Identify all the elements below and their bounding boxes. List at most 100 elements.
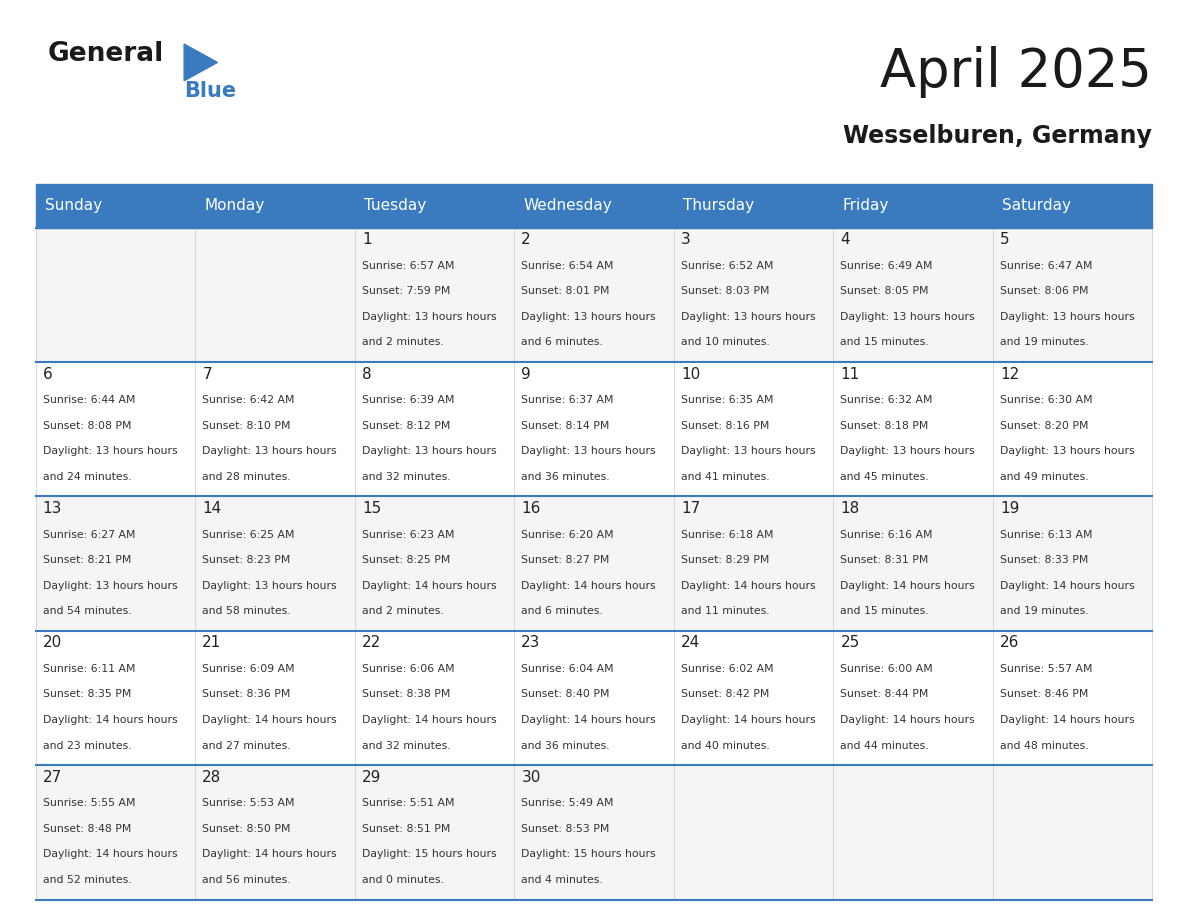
Text: and 6 minutes.: and 6 minutes.: [522, 606, 604, 616]
Text: Sunrise: 6:16 AM: Sunrise: 6:16 AM: [840, 530, 933, 540]
Text: and 10 minutes.: and 10 minutes.: [681, 337, 770, 347]
Text: 8: 8: [362, 366, 372, 382]
Text: Daylight: 14 hours hours: Daylight: 14 hours hours: [202, 715, 337, 725]
Text: Daylight: 13 hours hours: Daylight: 13 hours hours: [522, 446, 656, 456]
Text: and 0 minutes.: and 0 minutes.: [362, 875, 443, 885]
Text: Sunset: 8:33 PM: Sunset: 8:33 PM: [1000, 555, 1088, 565]
Text: Thursday: Thursday: [683, 198, 754, 213]
Text: and 48 minutes.: and 48 minutes.: [1000, 741, 1088, 751]
Text: Daylight: 13 hours hours: Daylight: 13 hours hours: [1000, 446, 1135, 456]
Text: and 24 minutes.: and 24 minutes.: [43, 472, 132, 482]
Text: 22: 22: [362, 635, 381, 651]
Text: and 19 minutes.: and 19 minutes.: [1000, 606, 1088, 616]
Text: Sunset: 8:44 PM: Sunset: 8:44 PM: [840, 689, 929, 700]
Text: Friday: Friday: [842, 198, 889, 213]
Text: Daylight: 13 hours hours: Daylight: 13 hours hours: [1000, 312, 1135, 322]
Text: Daylight: 13 hours hours: Daylight: 13 hours hours: [840, 446, 975, 456]
Text: Sunrise: 6:20 AM: Sunrise: 6:20 AM: [522, 530, 614, 540]
Text: and 27 minutes.: and 27 minutes.: [202, 741, 291, 751]
Text: General: General: [48, 41, 164, 67]
Text: 1: 1: [362, 232, 372, 247]
Text: Sunrise: 6:25 AM: Sunrise: 6:25 AM: [202, 530, 295, 540]
Text: Daylight: 14 hours hours: Daylight: 14 hours hours: [362, 580, 497, 590]
Text: Sunset: 8:16 PM: Sunset: 8:16 PM: [681, 420, 770, 431]
Text: Sunset: 8:40 PM: Sunset: 8:40 PM: [522, 689, 609, 700]
Text: 9: 9: [522, 366, 531, 382]
Text: and 15 minutes.: and 15 minutes.: [840, 337, 929, 347]
Text: 7: 7: [202, 366, 211, 382]
Text: Sunset: 8:42 PM: Sunset: 8:42 PM: [681, 689, 770, 700]
Text: Sunset: 8:06 PM: Sunset: 8:06 PM: [1000, 286, 1088, 297]
Text: Sunset: 8:05 PM: Sunset: 8:05 PM: [840, 286, 929, 297]
Text: and 32 minutes.: and 32 minutes.: [362, 472, 450, 482]
Text: and 6 minutes.: and 6 minutes.: [522, 337, 604, 347]
Text: Sunset: 8:21 PM: Sunset: 8:21 PM: [43, 555, 131, 565]
Text: Daylight: 14 hours hours: Daylight: 14 hours hours: [362, 715, 497, 725]
Bar: [36, 766, 1152, 900]
Text: Daylight: 13 hours hours: Daylight: 13 hours hours: [202, 580, 337, 590]
Text: 28: 28: [202, 770, 221, 785]
Text: Sunrise: 6:54 AM: Sunrise: 6:54 AM: [522, 261, 614, 271]
Text: Daylight: 13 hours hours: Daylight: 13 hours hours: [840, 312, 975, 322]
Text: Wesselburen, Germany: Wesselburen, Germany: [843, 124, 1152, 148]
Text: and 2 minutes.: and 2 minutes.: [362, 606, 443, 616]
Text: Daylight: 13 hours hours: Daylight: 13 hours hours: [362, 446, 497, 456]
Text: Sunset: 8:18 PM: Sunset: 8:18 PM: [840, 420, 929, 431]
Text: 5: 5: [1000, 232, 1010, 247]
Text: Sunrise: 6:04 AM: Sunrise: 6:04 AM: [522, 664, 614, 674]
Text: 17: 17: [681, 501, 700, 516]
Text: Sunrise: 6:18 AM: Sunrise: 6:18 AM: [681, 530, 773, 540]
Text: and 36 minutes.: and 36 minutes.: [522, 472, 609, 482]
Text: 20: 20: [43, 635, 62, 651]
Text: Daylight: 14 hours hours: Daylight: 14 hours hours: [840, 580, 975, 590]
Text: Sunrise: 5:55 AM: Sunrise: 5:55 AM: [43, 799, 135, 808]
Text: Daylight: 13 hours hours: Daylight: 13 hours hours: [43, 580, 177, 590]
Text: Blue: Blue: [184, 81, 236, 101]
Text: Sunrise: 5:57 AM: Sunrise: 5:57 AM: [1000, 664, 1093, 674]
Text: Sunrise: 6:30 AM: Sunrise: 6:30 AM: [1000, 395, 1093, 405]
Text: Daylight: 15 hours hours: Daylight: 15 hours hours: [522, 849, 656, 859]
Text: and 23 minutes.: and 23 minutes.: [43, 741, 132, 751]
Text: Sunset: 8:03 PM: Sunset: 8:03 PM: [681, 286, 770, 297]
Text: Daylight: 14 hours hours: Daylight: 14 hours hours: [43, 849, 177, 859]
Text: Daylight: 14 hours hours: Daylight: 14 hours hours: [1000, 580, 1135, 590]
Text: and 54 minutes.: and 54 minutes.: [43, 606, 132, 616]
Text: 25: 25: [840, 635, 860, 651]
Text: and 19 minutes.: and 19 minutes.: [1000, 337, 1088, 347]
Text: and 36 minutes.: and 36 minutes.: [522, 741, 609, 751]
Text: Sunset: 8:10 PM: Sunset: 8:10 PM: [202, 420, 291, 431]
Text: 23: 23: [522, 635, 541, 651]
Text: 4: 4: [840, 232, 851, 247]
Text: and 41 minutes.: and 41 minutes.: [681, 472, 770, 482]
Text: and 40 minutes.: and 40 minutes.: [681, 741, 770, 751]
Text: Sunset: 8:01 PM: Sunset: 8:01 PM: [522, 286, 609, 297]
Text: Daylight: 14 hours hours: Daylight: 14 hours hours: [522, 580, 656, 590]
Text: 3: 3: [681, 232, 690, 247]
Text: Daylight: 13 hours hours: Daylight: 13 hours hours: [681, 312, 815, 322]
Text: and 32 minutes.: and 32 minutes.: [362, 741, 450, 751]
Text: 6: 6: [43, 366, 52, 382]
Text: Sunset: 7:59 PM: Sunset: 7:59 PM: [362, 286, 450, 297]
Text: 27: 27: [43, 770, 62, 785]
Text: Sunrise: 6:47 AM: Sunrise: 6:47 AM: [1000, 261, 1093, 271]
Text: 2: 2: [522, 232, 531, 247]
Text: Sunset: 8:14 PM: Sunset: 8:14 PM: [522, 420, 609, 431]
Text: Sunrise: 6:09 AM: Sunrise: 6:09 AM: [202, 664, 295, 674]
Text: Sunrise: 6:49 AM: Sunrise: 6:49 AM: [840, 261, 933, 271]
Text: 26: 26: [1000, 635, 1019, 651]
Text: Sunset: 8:27 PM: Sunset: 8:27 PM: [522, 555, 609, 565]
Text: Sunset: 8:25 PM: Sunset: 8:25 PM: [362, 555, 450, 565]
Text: Daylight: 14 hours hours: Daylight: 14 hours hours: [840, 715, 975, 725]
Text: Sunset: 8:31 PM: Sunset: 8:31 PM: [840, 555, 929, 565]
Text: Sunrise: 5:51 AM: Sunrise: 5:51 AM: [362, 799, 454, 808]
Text: Sunset: 8:29 PM: Sunset: 8:29 PM: [681, 555, 770, 565]
Text: Sunset: 8:38 PM: Sunset: 8:38 PM: [362, 689, 450, 700]
Text: and 45 minutes.: and 45 minutes.: [840, 472, 929, 482]
Text: and 2 minutes.: and 2 minutes.: [362, 337, 443, 347]
Bar: [36, 184, 1152, 228]
Text: Daylight: 13 hours hours: Daylight: 13 hours hours: [681, 446, 815, 456]
Text: Daylight: 14 hours hours: Daylight: 14 hours hours: [681, 715, 815, 725]
Text: Sunset: 8:20 PM: Sunset: 8:20 PM: [1000, 420, 1088, 431]
Text: Daylight: 14 hours hours: Daylight: 14 hours hours: [681, 580, 815, 590]
Text: Sunrise: 6:39 AM: Sunrise: 6:39 AM: [362, 395, 454, 405]
